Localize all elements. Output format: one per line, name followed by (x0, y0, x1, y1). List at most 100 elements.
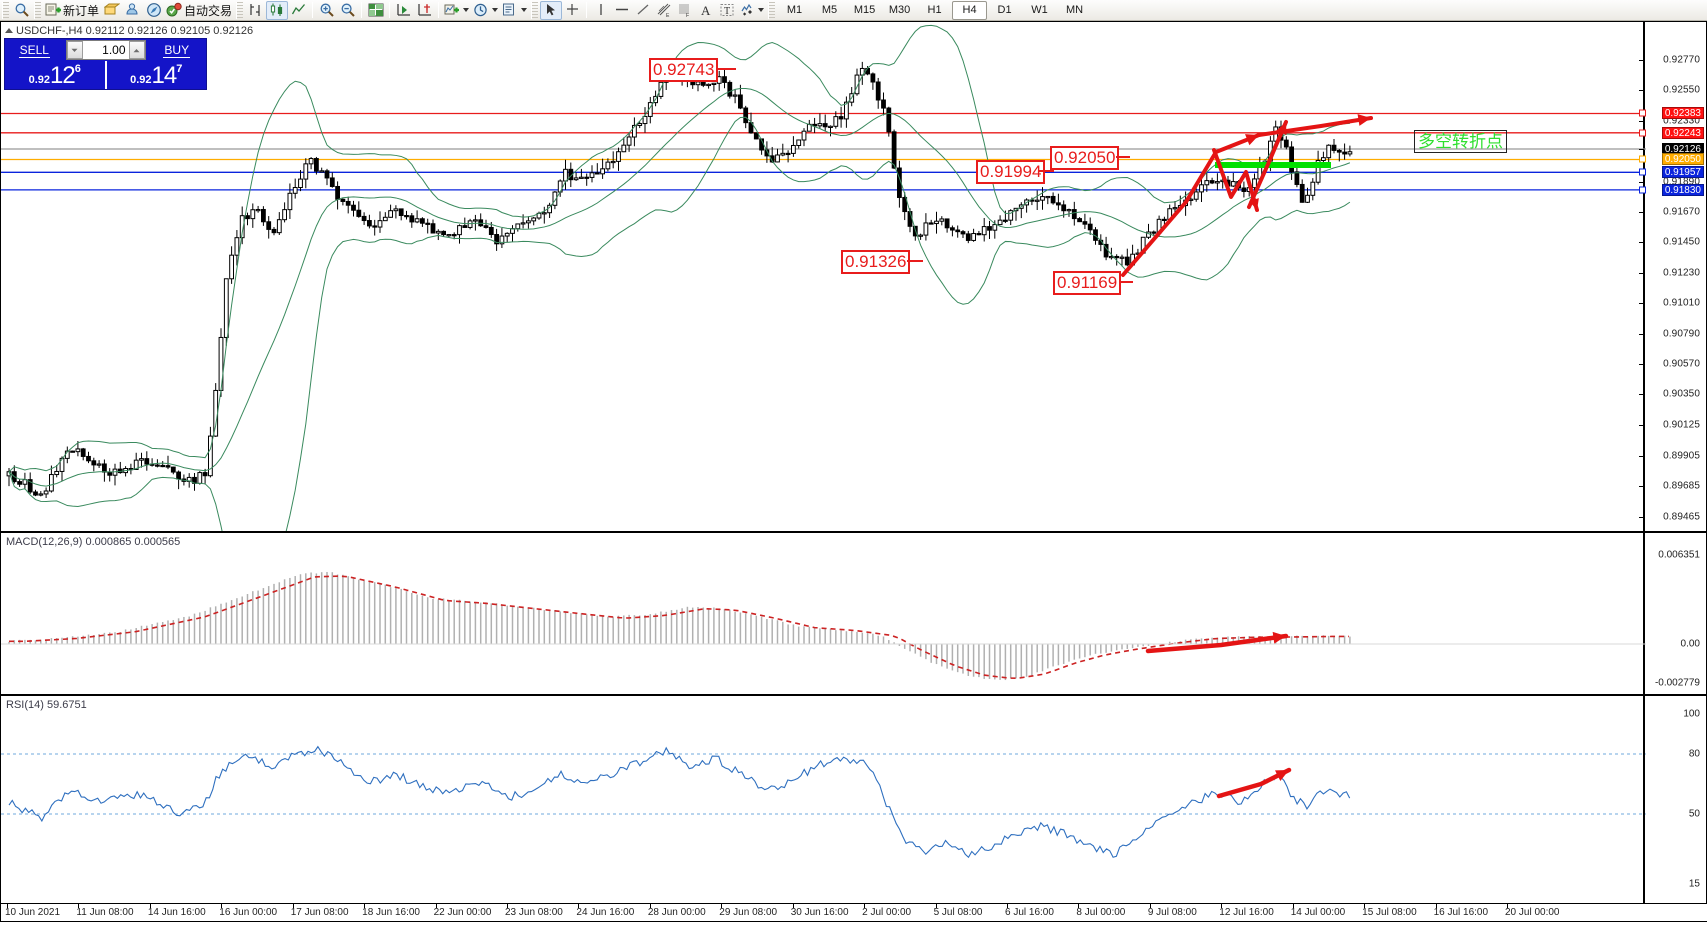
level-handle[interactable] (1639, 186, 1646, 194)
search-icon[interactable] (11, 1, 32, 20)
zoom-in-icon[interactable] (316, 1, 337, 20)
timeframe-h4[interactable]: H4 (952, 0, 988, 20)
label-92050[interactable]: 0.92050 (1050, 146, 1120, 170)
level-handle[interactable] (1639, 109, 1646, 117)
timeframe-m5[interactable]: M5 (821, 4, 838, 16)
volume-increment-button[interactable] (128, 41, 145, 59)
timeframe-h1[interactable]: H1 (927, 4, 942, 16)
templates-icon[interactable] (500, 1, 529, 20)
price-tick-label: 0.91450 (1663, 236, 1700, 248)
price-tick-label: 0.92550 (1663, 84, 1700, 96)
toolbar-grip-4[interactable] (531, 1, 539, 19)
indicators-icon[interactable] (442, 1, 471, 20)
price-pane[interactable]: 0.927700.925500.923300.921260.918900.916… (1, 22, 1706, 604)
equidistant-channel-icon[interactable]: E (653, 1, 674, 20)
pivot-level-tag[interactable]: 0.92050 (1661, 153, 1704, 166)
price-tick (1639, 181, 1644, 183)
toolbar-grip-2[interactable] (34, 1, 41, 19)
collapse-triangle-icon[interactable] (5, 28, 13, 33)
volume-value[interactable]: 1.00 (82, 41, 129, 59)
vertical-line-icon[interactable] (590, 1, 611, 20)
support-level-tag[interactable]: 0.91830 (1661, 183, 1704, 196)
trend-reversal-note[interactable]: 多空转折点 (1414, 130, 1507, 153)
macd-pane[interactable]: 0.006351 0.00 -0.002779 MACD(12,26,9) 0.00… (1, 533, 1706, 694)
label-91326[interactable]: 0.91326 (841, 250, 911, 274)
chevron-down-icon-3[interactable] (521, 8, 528, 12)
fibonacci-icon[interactable]: F (674, 1, 695, 20)
macd-canvas (1, 571, 1646, 681)
cursor-icon[interactable] (540, 0, 563, 20)
one-click-trading-panel[interactable]: SELL 1.00 BUY 0.92 12 6 0.92 14 7 (4, 38, 207, 90)
text-label-icon[interactable]: T (716, 1, 737, 20)
resistance-level-tag[interactable]: 0.92243 (1661, 126, 1704, 139)
profiles-icon[interactable] (101, 1, 122, 20)
crosshair-icon[interactable] (562, 1, 583, 20)
time-axis-label: 22 Jun 00:00 (433, 907, 492, 918)
timeframe-m15[interactable]: M15 (853, 4, 876, 16)
rsi-axis[interactable]: 100 80 50 15 (1644, 696, 1706, 903)
level-handle[interactable] (1639, 129, 1646, 137)
support-level-tag[interactable]: 0.91957 (1661, 166, 1704, 179)
time-axis-tick (1435, 904, 1437, 908)
text-icon[interactable]: A (695, 1, 716, 20)
timeframe-m1[interactable]: M1 (786, 4, 803, 16)
bar-chart-icon[interactable] (245, 1, 266, 20)
sell-price-big: 12 (50, 62, 76, 89)
price-tick (1639, 455, 1644, 457)
auto-scroll-icon[interactable] (393, 1, 414, 20)
time-axis-label: 10 Jun 2021 (5, 907, 61, 918)
level-handle[interactable] (1639, 168, 1646, 176)
volume-decrement-button[interactable] (66, 41, 83, 59)
timeframe-w1[interactable]: W1 (1031, 4, 1048, 16)
horizontal-line-icon[interactable] (611, 1, 632, 20)
periods-icon[interactable] (471, 1, 500, 20)
timeframe-d1[interactable]: D1 (997, 4, 1012, 16)
tile-windows-icon[interactable] (365, 1, 386, 20)
toolbar-grip-5[interactable] (768, 1, 776, 19)
navigator-icon[interactable] (143, 1, 164, 20)
chart-shift-icon[interactable] (414, 1, 435, 20)
price-axis[interactable]: 0.927700.925500.923300.921260.918900.916… (1644, 22, 1706, 553)
volume-stepper[interactable]: 1.00 (65, 40, 146, 60)
rsi-pane[interactable]: 100 80 50 15 RSI(14) 59.6751 (1, 696, 1706, 903)
pane-separator-2[interactable] (1, 694, 1706, 696)
chevron-down-icon[interactable] (463, 8, 470, 12)
time-axis-label: 14 Jul 00:00 (1290, 907, 1346, 918)
sell-price[interactable]: 0.92 12 6 (5, 61, 105, 89)
label-91994[interactable]: 0.91994 (976, 160, 1046, 184)
new-order-button[interactable]: 新订单 (43, 1, 101, 20)
market-watch-icon[interactable] (122, 1, 143, 20)
sell-button[interactable]: SELL (5, 39, 64, 61)
price-tick-label: 0.91670 (1663, 206, 1700, 218)
resistance-level-tag[interactable]: 0.92383 (1661, 107, 1704, 120)
toolbar-separator-3 (389, 2, 391, 18)
buy-button[interactable]: BUY (148, 39, 207, 61)
time-axis-label: 28 Jun 00:00 (647, 907, 706, 918)
autotrade-button[interactable]: 自动交易 (164, 1, 234, 20)
chevron-down-icon-4[interactable] (758, 8, 765, 12)
shapes-icon[interactable] (737, 1, 766, 20)
new-order-label: 新订单 (63, 3, 100, 18)
label-91169[interactable]: 0.91169 (1053, 271, 1122, 295)
toolbar-grip-3[interactable] (236, 1, 244, 19)
chart-window[interactable]: 0.927700.925500.923300.921260.918900.916… (0, 21, 1707, 922)
chevron-down-icon-2[interactable] (492, 8, 499, 12)
zoom-out-icon[interactable] (337, 1, 358, 20)
time-axis[interactable]: 10 Jun 2021 11 Jun 08:00 14 Jun 16:00 16 Ju… (1, 903, 1707, 921)
candlestick-chart-icon[interactable] (266, 0, 289, 20)
price-tick-label: 0.91890 (1663, 176, 1700, 188)
macd-axis[interactable]: 0.006351 0.00 -0.002779 (1644, 533, 1706, 694)
timeframe-m30[interactable]: M30 (888, 4, 911, 16)
level-handle[interactable] (1639, 155, 1646, 163)
label-high-92743[interactable]: 0.92743 (649, 58, 719, 82)
line-chart-icon[interactable] (288, 1, 309, 20)
timeframe-mn[interactable]: MN (1065, 4, 1084, 16)
pane-separator-1[interactable] (1, 531, 1706, 533)
buy-price[interactable]: 0.92 14 7 (107, 61, 207, 89)
time-axis-label: 20 Jul 00:00 (1505, 907, 1560, 918)
time-axis-label: 8 Jul 00:00 (1076, 907, 1126, 918)
price-tick (1639, 425, 1644, 427)
trendline-icon[interactable] (632, 1, 653, 20)
toolbar-grip[interactable] (2, 1, 9, 19)
time-axis-label: 16 Jul 16:00 (1433, 907, 1489, 918)
